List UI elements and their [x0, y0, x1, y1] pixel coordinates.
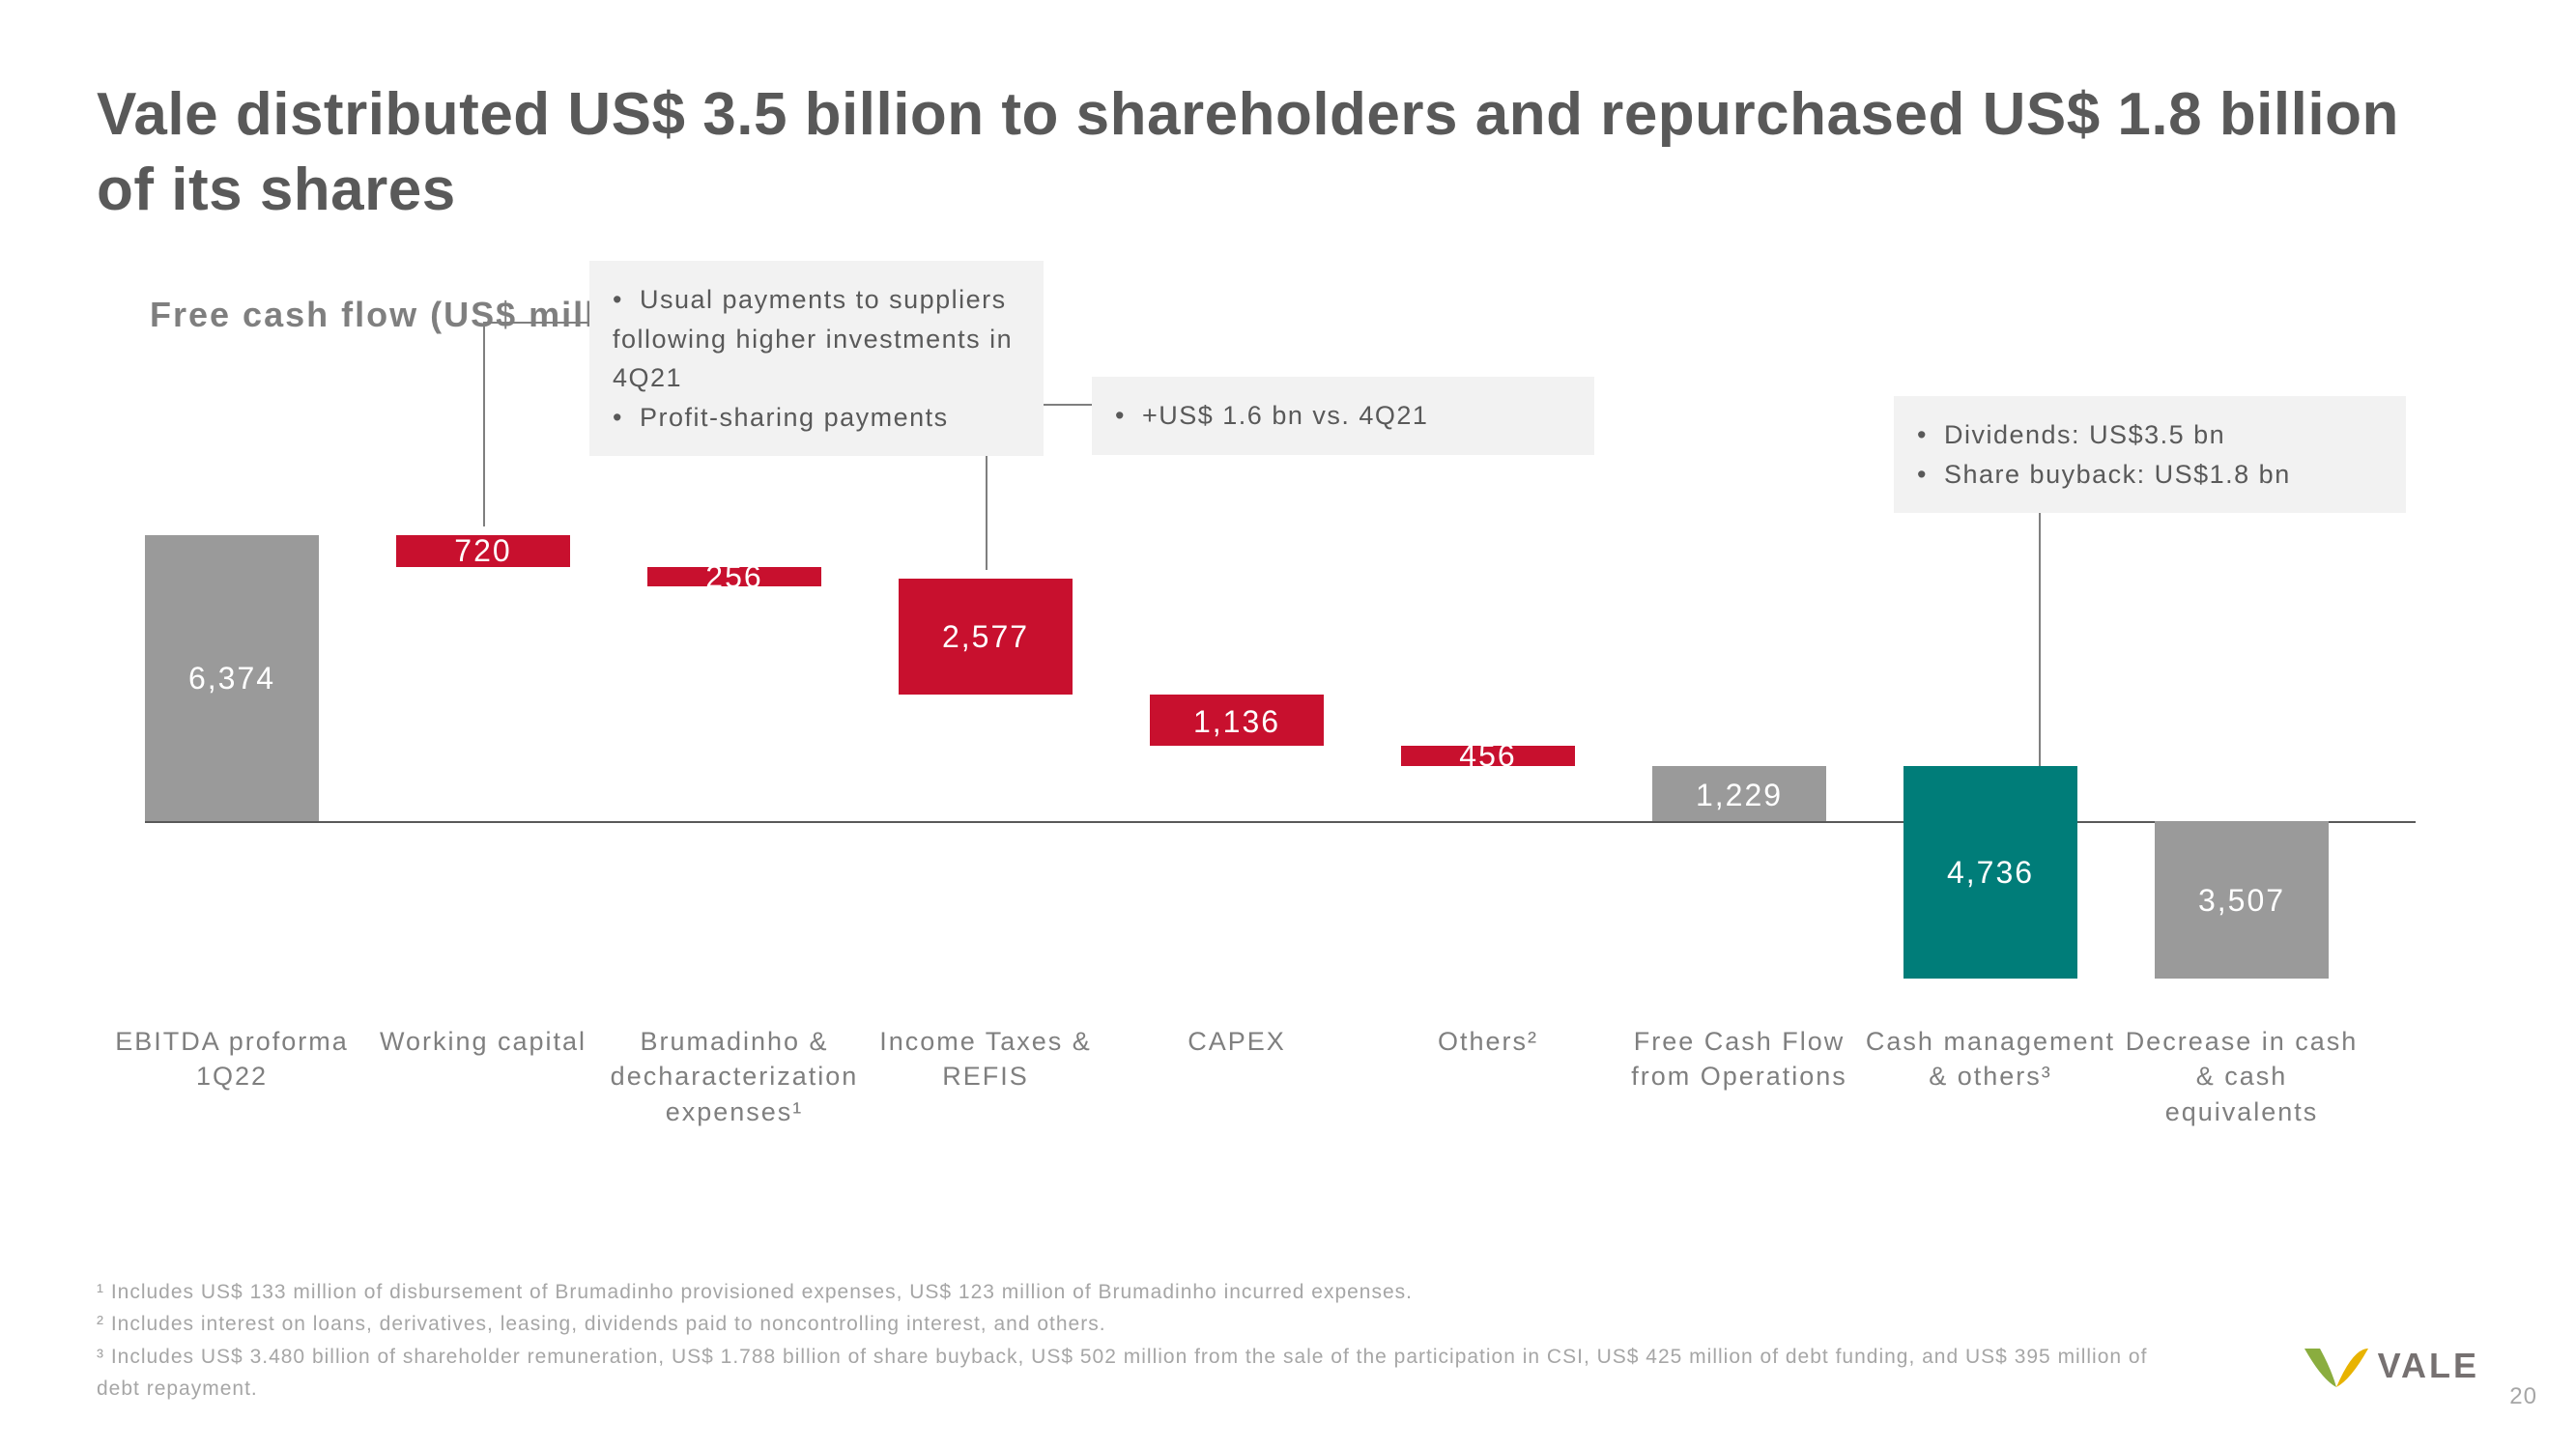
footnote-line: ² Includes interest on loans, derivative… — [97, 1308, 2190, 1341]
category-label: Brumadinho & decharacterization expenses… — [609, 1024, 860, 1129]
bar-value-label: 256 — [647, 559, 821, 595]
category-label: Decrease in cash & cash equivalents — [2116, 1024, 2367, 1129]
vale-logo-icon — [2303, 1341, 2370, 1391]
footnote-line: ¹ Includes US$ 133 million of disburseme… — [97, 1276, 2190, 1309]
bar-value-label: 1,229 — [1652, 778, 1826, 813]
callout-item: Usual payments to suppliers following hi… — [613, 280, 1020, 398]
footnote-line: ³ Includes US$ 3.480 billion of sharehol… — [97, 1341, 2190, 1406]
bar-value-label: 720 — [396, 533, 570, 569]
vale-logo: VALE — [2303, 1341, 2479, 1391]
waterfall-chart: Usual payments to suppliers following hi… — [145, 464, 2416, 1101]
vale-logo-text: VALE — [2378, 1346, 2479, 1386]
page-number: 20 — [2509, 1383, 2537, 1410]
callout-item: Dividends: US$3.5 bn — [1917, 415, 2383, 455]
category-label: EBITDA proforma 1Q22 — [106, 1024, 358, 1094]
category-label: Working capital — [358, 1024, 609, 1059]
bar-value-label: 4,736 — [1903, 855, 2077, 891]
connector-line — [483, 324, 485, 526]
callout-item: +US$ 1.6 bn vs. 4Q21 — [1115, 396, 1571, 436]
bar-value-label: 1,136 — [1150, 704, 1324, 740]
bar-value-label: 2,577 — [899, 619, 1073, 655]
callout-box: +US$ 1.6 bn vs. 4Q21 — [1092, 377, 1594, 455]
bar-value-label: 6,374 — [145, 661, 319, 696]
bar-value-label: 456 — [1401, 738, 1575, 774]
callout-item: Share buyback: US$1.8 bn — [1917, 455, 2383, 495]
chart-subtitle: Free cash flow (US$ million) — [150, 295, 2479, 335]
footnotes: ¹ Includes US$ 133 million of disburseme… — [97, 1276, 2190, 1406]
category-label: CAPEX — [1111, 1024, 1362, 1059]
bar-value-label: 3,507 — [2155, 883, 2329, 919]
callout-box: Usual payments to suppliers following hi… — [589, 261, 1044, 456]
slide-title: Vale distributed US$ 3.5 billion to shar… — [97, 77, 2464, 227]
callout-item: Profit-sharing payments — [613, 398, 1020, 438]
category-label: Income Taxes & REFIS — [860, 1024, 1111, 1094]
category-label: Others² — [1362, 1024, 1614, 1059]
category-label: Free Cash Flow from Operations — [1614, 1024, 1865, 1094]
slide: Vale distributed US$ 3.5 billion to shar… — [0, 0, 2576, 1449]
category-label: Cash management & others³ — [1865, 1024, 2116, 1094]
connector-line — [483, 322, 589, 324]
callout-box: Dividends: US$3.5 bn Share buyback: US$1… — [1894, 396, 2406, 513]
